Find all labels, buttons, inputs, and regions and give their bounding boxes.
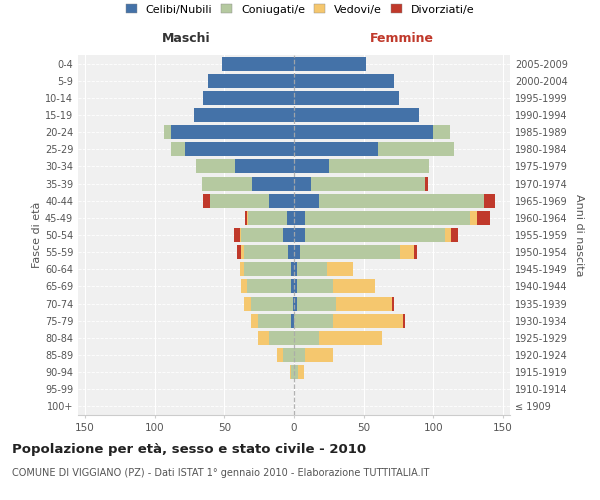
Bar [319,331,382,345]
Y-axis label: Fasce di età: Fasce di età [32,202,42,268]
Bar [333,280,375,293]
Bar [221,56,294,70]
Bar [252,176,294,190]
Bar [297,280,333,293]
Bar [433,125,450,139]
Bar [298,365,304,379]
Bar [403,314,406,328]
Text: Femmine: Femmine [370,32,434,44]
Bar [294,365,298,379]
Bar [294,262,297,276]
Bar [283,228,294,242]
Bar [258,331,269,345]
Bar [290,365,291,379]
Bar [294,331,319,345]
Bar [287,211,294,225]
Bar [172,125,294,139]
Bar [244,296,251,310]
Bar [297,296,336,310]
Bar [305,228,445,242]
Bar [196,160,235,173]
Bar [294,228,305,242]
Bar [241,228,283,242]
Bar [247,211,248,225]
Bar [202,176,252,190]
Bar [377,142,454,156]
Bar [241,245,244,259]
Bar [400,245,414,259]
Bar [294,296,297,310]
Bar [194,108,294,122]
Bar [291,365,294,379]
Bar [283,348,294,362]
Bar [164,125,172,139]
Bar [333,314,403,328]
Bar [336,296,392,310]
Bar [294,348,305,362]
Bar [328,262,353,276]
Text: Popolazione per età, sesso e stato civile - 2010: Popolazione per età, sesso e stato civil… [12,442,366,456]
Bar [239,228,241,242]
Bar [245,211,247,225]
Bar [294,160,329,173]
Bar [476,211,490,225]
Bar [470,211,476,225]
Bar [291,280,294,293]
Bar [289,245,294,259]
Bar [277,348,283,362]
Bar [269,331,294,345]
Bar [451,228,458,242]
Bar [251,314,258,328]
Bar [294,211,305,225]
Bar [185,142,294,156]
Bar [294,280,297,293]
Bar [244,262,291,276]
Bar [392,296,394,310]
Bar [239,262,244,276]
Bar [294,125,433,139]
Bar [445,228,451,242]
Bar [414,245,416,259]
Y-axis label: Anni di nascita: Anni di nascita [574,194,584,276]
Bar [297,262,328,276]
Bar [294,245,299,259]
Bar [203,194,211,207]
Bar [203,91,294,105]
Bar [294,142,377,156]
Bar [294,194,319,207]
Bar [294,108,419,122]
Bar [305,348,333,362]
Text: Maschi: Maschi [161,32,211,44]
Bar [248,211,287,225]
Bar [294,56,367,70]
Bar [294,176,311,190]
Bar [172,142,185,156]
Bar [294,74,394,88]
Text: COMUNE DI VIGGIANO (PZ) - Dati ISTAT 1° gennaio 2010 - Elaborazione TUTTITALIA.I: COMUNE DI VIGGIANO (PZ) - Dati ISTAT 1° … [12,468,430,477]
Bar [235,160,294,173]
Bar [258,314,291,328]
Bar [425,176,428,190]
Bar [237,245,241,259]
Bar [247,280,291,293]
Bar [251,296,293,310]
Bar [291,314,294,328]
Bar [299,245,400,259]
Bar [269,194,294,207]
Bar [241,280,247,293]
Bar [234,228,239,242]
Legend: Celibi/Nubili, Coniugati/e, Vedovi/e, Divorziati/e: Celibi/Nubili, Coniugati/e, Vedovi/e, Di… [121,0,479,19]
Bar [319,194,484,207]
Bar [291,262,294,276]
Bar [311,176,425,190]
Bar [208,74,294,88]
Bar [293,296,294,310]
Bar [294,91,398,105]
Bar [484,194,494,207]
Bar [294,314,333,328]
Bar [211,194,269,207]
Bar [329,160,429,173]
Bar [305,211,470,225]
Bar [244,245,289,259]
